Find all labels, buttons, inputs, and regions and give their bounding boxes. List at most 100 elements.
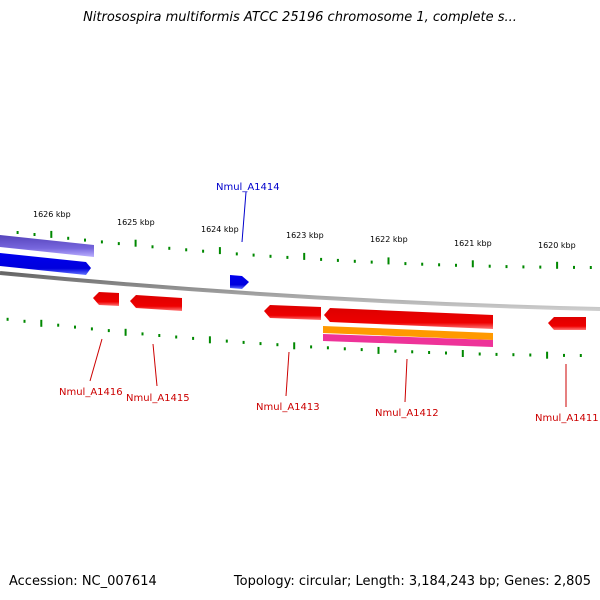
minor-tick	[563, 353, 565, 357]
gene-arrow-nmul-a1415[interactable]	[130, 295, 182, 311]
minor-tick	[589, 266, 592, 269]
minor-tick	[151, 245, 154, 249]
minor-tick	[168, 246, 171, 250]
minor-tick	[455, 263, 457, 267]
minor-tick	[141, 332, 144, 336]
minor-tick	[404, 262, 407, 266]
minor-tick	[276, 343, 279, 347]
gene-labels: Nmul_A1414 Nmul_A1416 Nmul_A1415 Nmul_A1…	[59, 182, 599, 424]
major-tick	[556, 261, 559, 269]
minor-tick	[90, 327, 93, 331]
topology-summary-text: Topology: circular; Length: 3,184,243 bp…	[233, 574, 591, 589]
major-tick	[293, 342, 296, 350]
minor-tick	[84, 238, 86, 242]
minor-tick	[539, 265, 542, 269]
leader-nmul-a1412	[404, 358, 408, 403]
upper-ruler-ticks	[16, 230, 592, 269]
minor-tick	[428, 351, 431, 354]
minor-tick	[488, 264, 491, 268]
minor-tick	[478, 352, 481, 356]
gene-arrow-forward-left[interactable]	[0, 253, 91, 275]
major-tick	[387, 257, 390, 265]
gene-label-nmul-a1414[interactable]: Nmul_A1414	[216, 182, 280, 193]
gene-label-nmul-a1413[interactable]: Nmul_A1413	[256, 402, 320, 413]
chromosome-backbone	[0, 271, 600, 311]
minor-tick	[343, 347, 346, 351]
minor-tick	[286, 255, 289, 259]
minor-tick	[573, 265, 575, 269]
ruler-labels: 1626 kbp 1625 kbp 1624 kbp 1623 kbp 1622…	[33, 210, 576, 250]
minor-tick	[235, 252, 238, 256]
gene-label-nmul-a1412[interactable]: Nmul_A1412	[375, 408, 439, 419]
major-tick	[303, 252, 306, 260]
minor-tick	[421, 262, 424, 266]
major-tick	[546, 351, 549, 359]
leader-nmul-a1413	[285, 351, 290, 397]
ruler-label-1621: 1621 kbp	[454, 239, 492, 248]
magenta-feature[interactable]	[323, 334, 493, 347]
minor-tick	[175, 335, 178, 339]
minor-tick	[269, 254, 272, 258]
minor-tick	[259, 342, 262, 346]
minor-tick	[326, 346, 329, 350]
minor-tick	[336, 258, 339, 262]
minor-tick	[411, 350, 414, 354]
ruler-label-1623: 1623 kbp	[286, 231, 324, 240]
minor-tick	[522, 265, 525, 269]
minor-tick	[158, 334, 161, 337]
minor-tick	[33, 233, 36, 236]
minor-tick	[445, 351, 447, 355]
ruler-label-1624: 1624 kbp	[201, 225, 239, 234]
minor-tick	[438, 263, 441, 267]
major-tick	[124, 328, 127, 336]
ruler-label-1622: 1622 kbp	[370, 235, 408, 244]
minor-tick	[67, 236, 70, 240]
minor-tick	[353, 259, 356, 263]
major-tick	[218, 247, 221, 255]
minor-tick	[505, 265, 508, 269]
minor-tick	[394, 349, 397, 353]
minor-tick	[320, 257, 323, 261]
lower-ruler-ticks	[6, 317, 582, 359]
minor-tick	[512, 353, 515, 357]
minor-tick	[185, 248, 188, 252]
minor-tick	[310, 345, 313, 349]
minor-tick	[370, 260, 373, 264]
minor-tick	[23, 319, 26, 323]
gene-arrow-nmul-a1412[interactable]	[324, 308, 493, 329]
major-tick	[208, 336, 211, 344]
orange-feature[interactable]	[323, 326, 493, 340]
ruler-label-1620: 1620 kbp	[538, 241, 576, 250]
minor-tick	[100, 240, 103, 244]
minor-tick	[252, 253, 255, 257]
major-tick	[134, 239, 137, 247]
gene-label-nmul-a1416[interactable]: Nmul_A1416	[59, 387, 123, 398]
minor-tick	[495, 352, 498, 356]
gene-label-nmul-a1411[interactable]: Nmul_A1411	[535, 413, 599, 424]
leader-nmul-a1416	[89, 338, 103, 382]
gene-arrow-nmul-a1414[interactable]	[230, 275, 249, 289]
leader-nmul-a1414	[241, 191, 247, 243]
gene-arrow-nmul-a1416[interactable]	[93, 292, 119, 306]
major-tick	[461, 350, 464, 357]
minor-tick	[57, 323, 60, 327]
minor-tick	[529, 353, 532, 357]
minor-tick	[242, 340, 245, 344]
minor-tick	[225, 339, 228, 343]
gene-arrow-nmul-a1413[interactable]	[264, 305, 321, 320]
minor-tick	[74, 325, 76, 329]
gene-label-nmul-a1415[interactable]: Nmul_A1415	[126, 393, 190, 404]
purple-feature[interactable]	[0, 235, 94, 257]
accession-text: Accession: NC_007614	[9, 574, 157, 589]
leader-nmul-a1415	[152, 343, 158, 387]
minor-tick	[16, 231, 19, 234]
minor-tick	[117, 242, 120, 246]
ruler-label-1625: 1625 kbp	[117, 218, 155, 227]
major-tick	[40, 319, 43, 327]
gene-arrow-nmul-a1411[interactable]	[548, 317, 586, 330]
minor-tick	[579, 354, 582, 357]
major-tick	[50, 230, 53, 238]
minor-tick	[192, 336, 195, 340]
major-tick	[377, 346, 380, 354]
